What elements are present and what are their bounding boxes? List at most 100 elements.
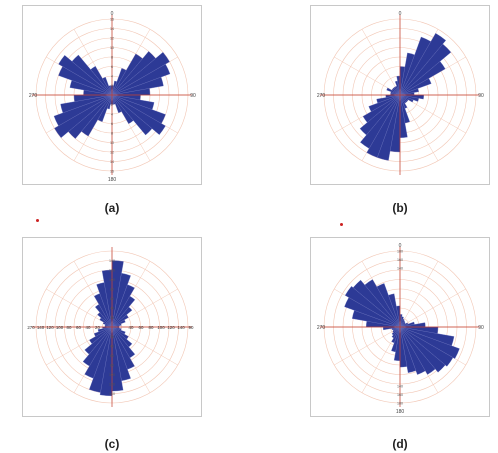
- rose-bar: [111, 323, 122, 328]
- radial-tick-label: 20: [110, 335, 114, 339]
- radial-tick-label: 140: [109, 392, 115, 396]
- rose-bar: [399, 321, 406, 328]
- radial-tick-label: 12: [110, 37, 114, 41]
- radial-tick-label: 140: [397, 266, 403, 270]
- radial-tick-label: 180: [397, 402, 403, 406]
- radial-tick-label: 12: [110, 151, 114, 155]
- rose-bar: [360, 94, 401, 149]
- rose-chart-d: 0 90 180 270 140 140 160 160 180 180: [317, 243, 484, 415]
- rose-bar: [362, 94, 401, 123]
- radial-tick-label: 160: [397, 393, 403, 397]
- rose-bar: [84, 326, 113, 355]
- stray-mark-c: [36, 219, 39, 222]
- rose-bar: [111, 284, 135, 328]
- radial-tick-label: 14: [110, 27, 114, 31]
- rose-bar: [352, 279, 401, 328]
- radial-tick-label: 10: [110, 46, 114, 50]
- rose-bar: [111, 63, 171, 96]
- radial-tick-label: 80: [110, 288, 114, 292]
- radial-tick-label: 4: [111, 113, 113, 117]
- caption-b: (b): [392, 201, 408, 215]
- radial-tick-label: 6: [111, 122, 113, 126]
- rose-bar: [89, 326, 113, 345]
- rose-bar: [399, 326, 417, 373]
- axis-tick-label: 40: [86, 325, 91, 330]
- radial-tick-label: 40: [110, 307, 114, 311]
- stray-mark-d: [340, 223, 343, 226]
- rose-bar: [399, 326, 446, 373]
- rose-bar: [391, 326, 401, 339]
- radial-tick-label: 10: [110, 141, 114, 145]
- rose-bar: [399, 88, 419, 96]
- rose-bar: [376, 283, 401, 328]
- radial-tick-label: 140: [397, 385, 403, 389]
- rose-bar: [89, 326, 113, 393]
- radial-tick-label: 120: [109, 269, 115, 273]
- rose-bar: [111, 306, 133, 328]
- rose-bar: [366, 94, 401, 158]
- radial-tick-label: 4: [111, 75, 113, 79]
- axis-tick-label: 140: [177, 325, 185, 330]
- rose-bar: [399, 43, 452, 96]
- axis-tick-label: 80: [67, 325, 72, 330]
- rose-bar: [399, 78, 432, 96]
- angle-label: 270: [317, 93, 326, 99]
- radial-tick-label: 8: [111, 132, 113, 136]
- rose-bar: [111, 94, 166, 135]
- radial-tick-label: 2: [111, 84, 113, 88]
- radial-tick-label: 6: [111, 65, 113, 69]
- rose-bar: [53, 94, 113, 127]
- axis-tick-label: 60: [139, 325, 144, 330]
- axis-tick-label: 100: [157, 325, 165, 330]
- radial-tick-label: 80: [110, 364, 114, 368]
- rose-bar: [111, 94, 153, 136]
- radial-tick-label: 120: [109, 383, 115, 387]
- rose-bar: [111, 314, 129, 328]
- angle-label: 270: [29, 93, 38, 99]
- rose-bar: [111, 94, 134, 125]
- rose-bar: [388, 293, 401, 328]
- grid-spoke: [334, 326, 401, 366]
- rose-panel-b: 0 90 270: [310, 5, 490, 185]
- rose-bar: [111, 319, 126, 328]
- rose-bar: [93, 326, 113, 337]
- rose-bar: [364, 279, 401, 328]
- radial-tick-label: 140: [109, 259, 115, 263]
- rose-bar: [111, 52, 170, 96]
- rose-bar: [399, 326, 454, 367]
- radial-tick-label: 16: [110, 18, 114, 22]
- axis-tick-label: 60: [76, 325, 81, 330]
- rose-bar: [399, 326, 426, 375]
- rose-bar: [111, 273, 131, 328]
- rose-bar: [391, 326, 401, 344]
- radial-tick-label: 180: [397, 250, 403, 254]
- rose-bar: [58, 55, 113, 96]
- radial-tick-label: 100: [109, 373, 115, 377]
- rose-bar: [368, 94, 401, 112]
- rose-bar: [82, 326, 113, 367]
- caption-d: (d): [392, 437, 408, 451]
- axis-tick-label: 100: [56, 325, 64, 330]
- radial-tick-label: 8: [111, 56, 113, 60]
- angle-label: 0: [111, 11, 114, 17]
- angle-label: 90: [478, 325, 484, 331]
- rose-bar: [391, 326, 401, 336]
- rose-bar: [359, 94, 401, 136]
- rose-bar: [344, 286, 401, 328]
- angle-label: 0: [399, 243, 402, 249]
- rose-bar: [399, 326, 460, 359]
- rose-bar: [54, 94, 113, 138]
- angle-label: 180: [396, 409, 405, 415]
- grid-spoke: [399, 261, 439, 328]
- rose-bar: [376, 94, 401, 104]
- grid-spoke: [399, 288, 466, 328]
- radial-tick-label: 160: [397, 258, 403, 262]
- radial-tick-label: 2: [111, 103, 113, 107]
- angle-label: 90: [190, 93, 196, 99]
- rose-bar: [111, 295, 136, 328]
- radial-tick-label: 16: [110, 170, 114, 174]
- rose-bar: [84, 326, 113, 379]
- axis-tick-label: 40: [129, 325, 134, 330]
- axis-tick-label: 270: [27, 325, 35, 330]
- rose-panel-c: 20 20 40 40 60 60 80 80 100 100 120 120 140 140 270 140…: [22, 237, 202, 417]
